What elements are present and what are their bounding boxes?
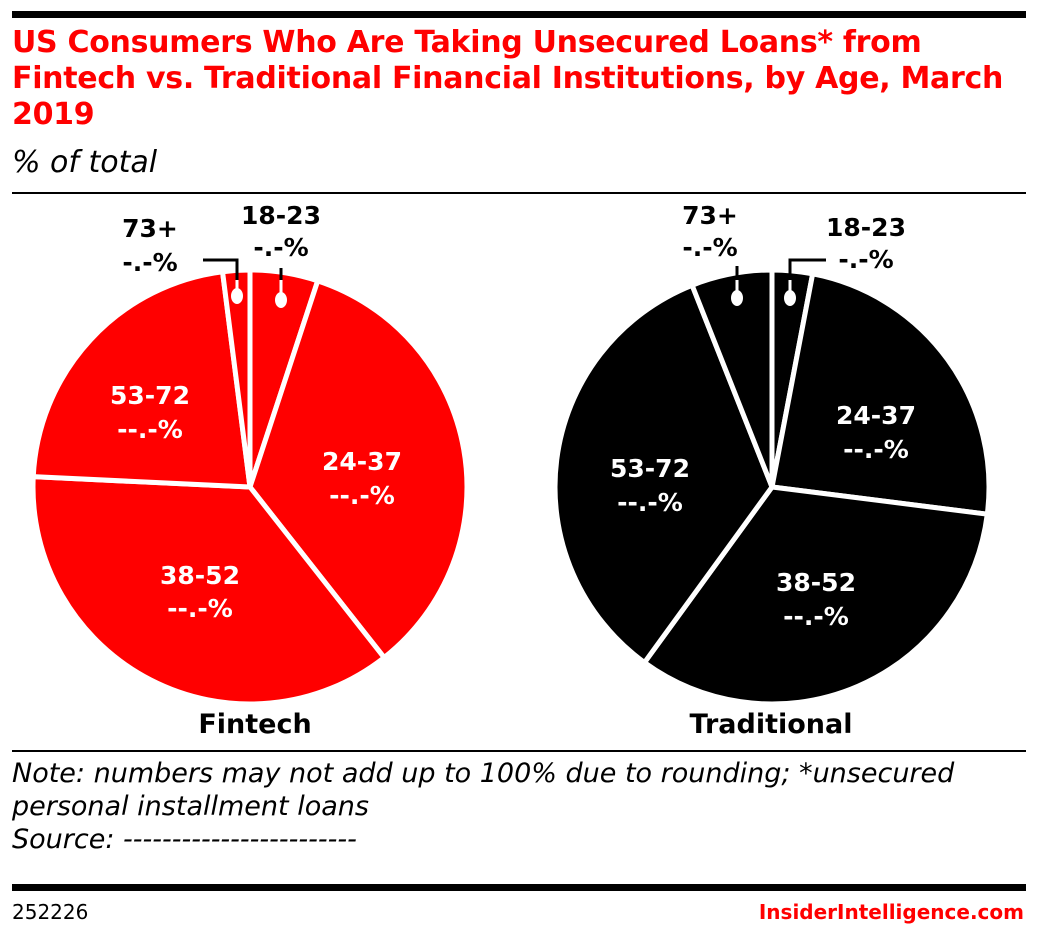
slice-value-label: -.-% bbox=[838, 245, 893, 274]
note-text: Note: numbers may not add up to 100% due… bbox=[12, 758, 955, 822]
slice-label: 73+ bbox=[682, 201, 738, 230]
leader-dot bbox=[784, 290, 796, 306]
slice-label: 53-72 bbox=[110, 381, 190, 410]
bottom-bar bbox=[12, 884, 1026, 891]
slice-label: 53-72 bbox=[610, 454, 690, 483]
slice-value-label: -.-% bbox=[253, 233, 308, 262]
pie-slice-38-52 bbox=[641, 484, 990, 707]
chart-title: US Consumers Who Are Taking Unsecured Lo… bbox=[12, 25, 1004, 132]
pie-slice-24-37 bbox=[769, 271, 992, 517]
slice-label: 38-52 bbox=[776, 568, 856, 597]
slice-label: 18-23 bbox=[826, 213, 906, 242]
slice-value-label: --.-% bbox=[329, 481, 395, 510]
pie-slice-73+ bbox=[689, 267, 775, 490]
slice-value-label: --.-% bbox=[783, 602, 849, 631]
slice-label: 24-37 bbox=[836, 401, 916, 430]
leader-dot bbox=[731, 290, 743, 306]
top-rule bbox=[12, 192, 1026, 194]
slice-label: 73+ bbox=[122, 214, 178, 243]
pie-slice-38-52 bbox=[30, 474, 387, 707]
slice-label: 18-23 bbox=[241, 201, 321, 230]
pie-fintech: 18-23 -.-% 24-37 --.-% 38-52 --.-% 53-72 --.-% 7… bbox=[30, 201, 470, 740]
brand-logo: InsiderIntelligence.com bbox=[758, 900, 1024, 924]
chart-note: Note: numbers may not add up to 100% due… bbox=[12, 757, 1022, 856]
leader-dot bbox=[275, 292, 287, 308]
slice-label: 24-37 bbox=[322, 447, 402, 476]
bottom-rule bbox=[12, 750, 1026, 752]
top-bar bbox=[12, 11, 1026, 18]
slice-value-label: --.-% bbox=[167, 594, 233, 623]
slice-label: 38-52 bbox=[160, 561, 240, 590]
source-text: Source: ------------------------ bbox=[12, 824, 357, 855]
slice-value-label: -.-% bbox=[122, 248, 177, 277]
pie-title: Traditional bbox=[690, 709, 853, 740]
slice-value-label: --.-% bbox=[843, 435, 909, 464]
pie-traditional: 18-23 -.-% 24-37 --.-% 38-52 --.-% 53-72 --.-% 7… bbox=[552, 201, 992, 740]
slice-value-label: -.-% bbox=[682, 233, 737, 262]
chart-subtitle: % of total bbox=[12, 145, 158, 180]
pie-slice-53-72 bbox=[552, 282, 775, 666]
slice-value-label: --.-% bbox=[117, 415, 183, 444]
pie-slice-53-72 bbox=[30, 269, 253, 490]
pie-title: Fintech bbox=[198, 709, 311, 740]
leader-dot bbox=[231, 288, 243, 304]
slice-value-label: --.-% bbox=[617, 488, 683, 517]
chart-id: 252226 bbox=[12, 900, 89, 924]
pie-slice-24-37 bbox=[247, 278, 470, 661]
